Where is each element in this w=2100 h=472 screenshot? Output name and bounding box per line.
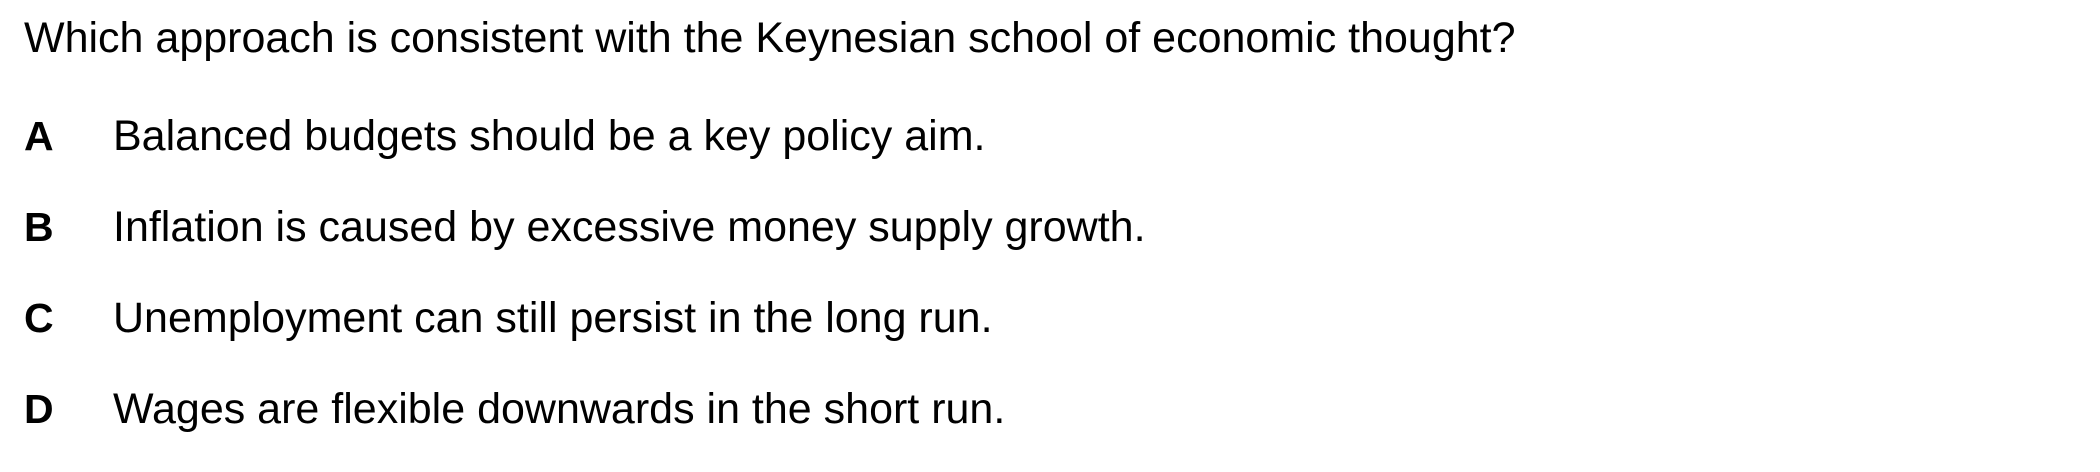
option-text: Inflation is caused by excessive money s… [113, 203, 1146, 251]
question-text: Which approach is consistent with the Ke… [24, 14, 1516, 62]
option-letter: D [24, 386, 54, 432]
option-text: Wages are flexible downwards in the shor… [113, 385, 1006, 433]
option-text: Balanced budgets should be a key policy … [113, 112, 986, 160]
option-letter: A [24, 113, 54, 159]
option-text: Unemployment can still persist in the lo… [113, 294, 993, 342]
option-letter: C [24, 295, 54, 341]
option-letter: B [24, 204, 54, 250]
